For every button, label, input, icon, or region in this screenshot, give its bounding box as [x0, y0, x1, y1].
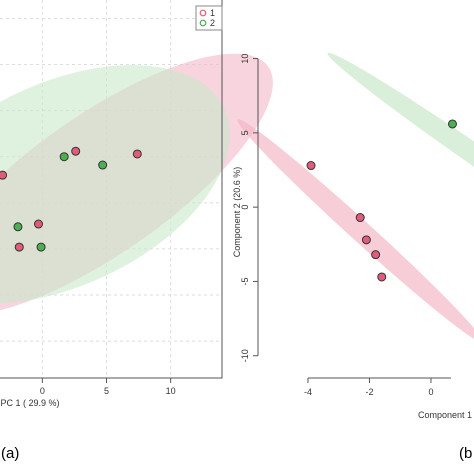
data-point-group-1	[371, 250, 381, 260]
panel-a: 0 5 10 PC 1 ( 29.9 %) 12 (a)	[0, 0, 273, 462]
panel-b-ellipses	[237, 52, 474, 343]
panel-a-x-tick-label: 0	[40, 386, 45, 396]
panel-b-x-ticks: -4 -2 0	[304, 378, 433, 397]
confidence-ellipse-group-2	[327, 52, 474, 273]
panel-b-y-tick-label: -5	[240, 277, 250, 285]
data-point-group-1	[14, 242, 24, 252]
panel-a-x-tick-label: 5	[104, 386, 109, 396]
panel-a-plot-frame	[0, 0, 223, 379]
legend-label-2: 2	[210, 18, 215, 28]
data-point-group-1	[306, 161, 316, 171]
data-point-group-1	[355, 213, 365, 223]
panel-b-y-tick-label: 0	[240, 205, 250, 210]
data-point-group-1	[71, 146, 81, 156]
data-point-group-2	[98, 160, 108, 170]
data-point-group-1	[132, 149, 142, 159]
panel-b-x-tick-label: -2	[365, 387, 373, 397]
panel-a-ellipses	[0, 53, 273, 316]
confidence-ellipse-group-1	[237, 119, 474, 343]
legend-label-1: 1	[210, 8, 215, 18]
panel-b-y-tick-label: -10	[240, 349, 250, 362]
panel-b-x-tick-label: 0	[428, 387, 433, 397]
panel-a-x-axis-label: PC 1 ( 29.9 %)	[0, 398, 59, 408]
panel-b-x-tick-label: -4	[304, 387, 312, 397]
panel-a-x-tick-label: 10	[166, 386, 176, 396]
panel-b-y-ticks: -10 -5 0 5 10	[240, 54, 258, 362]
data-point-group-1	[377, 272, 387, 282]
data-point-group-1	[33, 219, 43, 229]
data-point-group-2	[13, 222, 23, 232]
panel-b-y-axis-label: Component 2 (20.6 %)	[232, 167, 242, 258]
panel-a-points	[0, 146, 142, 252]
data-point-group-1	[0, 170, 8, 180]
confidence-ellipse-group-2	[0, 65, 230, 304]
panel-b: -4 -2 0 -10 -5 0 5 10 Component 1 Component 2 …	[232, 52, 474, 462]
panel-b-y-tick-label: 10	[240, 54, 250, 64]
panel-a-legend-box	[195, 5, 223, 31]
panel-a-legend: 12	[195, 5, 223, 31]
data-point-group-2	[447, 119, 457, 129]
legend-marker-2	[199, 19, 207, 27]
data-point-group-1	[361, 235, 371, 245]
data-point-group-2	[36, 242, 46, 252]
panel-b-label: (b	[459, 445, 472, 462]
panel-a-label: (a)	[1, 445, 19, 462]
legend-marker-1	[199, 9, 207, 17]
data-point-group-2	[59, 152, 69, 162]
panel-b-points	[306, 119, 457, 282]
panel-b-y-tick-label: 5	[240, 130, 250, 135]
panel-b-x-axis-label: Component 1	[418, 410, 472, 420]
panel-a-x-ticks: 0 5 10	[40, 378, 176, 396]
